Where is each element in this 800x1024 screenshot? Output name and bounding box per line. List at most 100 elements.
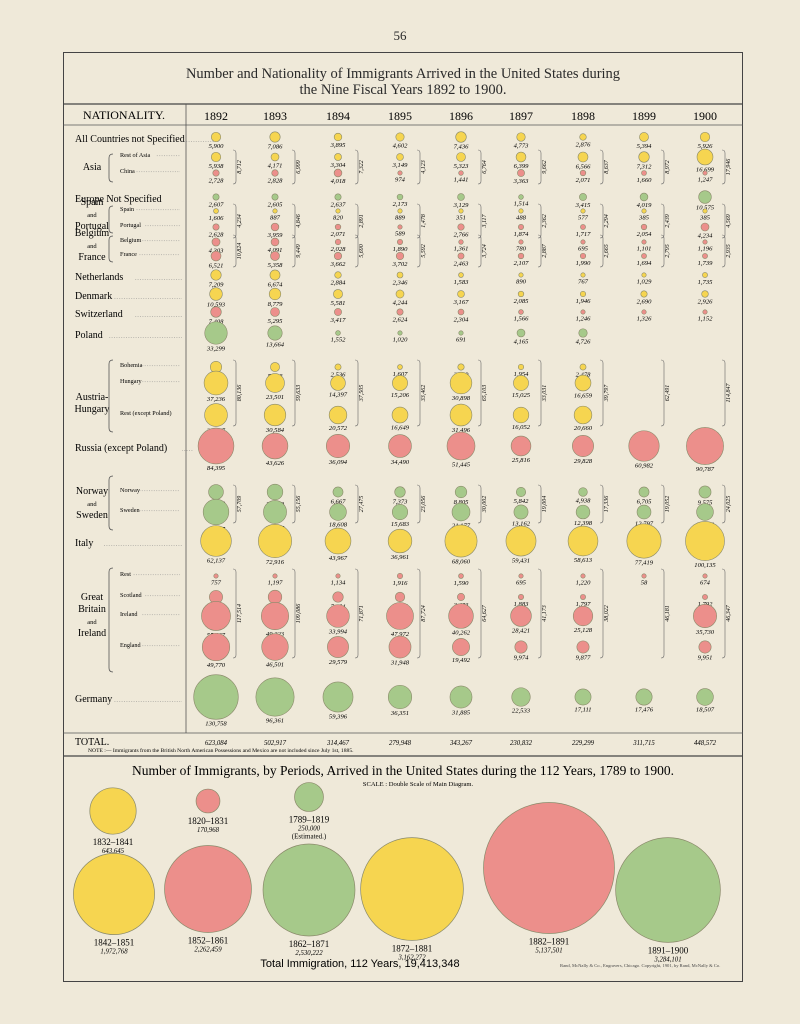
value-label: 18,608 — [329, 522, 348, 529]
period-bubble — [262, 843, 356, 937]
value-label: 1,739 — [698, 260, 714, 267]
group-total-brace — [537, 203, 542, 239]
period-value: 3,162,272 — [397, 954, 426, 961]
value-label: 58 — [641, 580, 648, 587]
value-label: 25,128 — [574, 627, 593, 634]
value-label: 7,209 — [209, 282, 225, 289]
value-label: 2,463 — [454, 260, 470, 267]
bubble — [579, 363, 587, 371]
bubble — [510, 605, 532, 627]
value-label: 23,501 — [266, 394, 284, 401]
year-header: 1899 — [632, 109, 656, 123]
bubble — [267, 589, 283, 605]
bubble — [641, 208, 647, 214]
value-label: 130,758 — [205, 721, 227, 728]
group-total: 3,117 — [482, 213, 488, 228]
group-total-brace — [416, 203, 421, 239]
bubble — [334, 153, 342, 161]
value-label: 29,579 — [329, 659, 348, 666]
value-label: 2,071 — [331, 231, 346, 238]
value-label: 8,779 — [268, 301, 284, 308]
group-brace — [108, 567, 114, 673]
value-label: 2,028 — [331, 246, 347, 253]
value-label: 84,395 — [207, 465, 226, 472]
bubble — [639, 192, 649, 202]
bubble — [455, 131, 467, 143]
bubble — [457, 193, 465, 201]
value-label: 2,624 — [393, 316, 409, 323]
group-total-brace — [291, 149, 296, 185]
bubble — [580, 594, 586, 600]
value-label: 5,581 — [331, 300, 346, 307]
group-label: Great — [81, 592, 103, 603]
bubble — [457, 593, 465, 601]
sublabel-france: France — [120, 251, 137, 258]
value-label: 51,445 — [452, 461, 471, 468]
period-bubble — [615, 837, 721, 943]
value-label: 674 — [700, 580, 711, 587]
value-label: 10,593 — [207, 302, 226, 309]
value-label: 9,877 — [576, 654, 592, 661]
group-total-brace — [477, 149, 482, 185]
group-total: 114,847 — [725, 382, 732, 402]
bubble — [263, 403, 287, 427]
value-label: 60,982 — [635, 463, 654, 470]
group-total: 2,887 — [542, 243, 548, 258]
value-label: 2,926 — [698, 299, 714, 306]
bubble — [510, 435, 532, 457]
bubble — [579, 290, 587, 298]
group-total-brace — [416, 149, 421, 185]
value-label: 16,699 — [696, 166, 715, 173]
bubble — [638, 486, 650, 498]
bubble — [395, 289, 405, 299]
bubble — [515, 151, 527, 163]
bubble — [208, 484, 224, 500]
value-label: 1,552 — [331, 337, 347, 344]
year-header: 1895 — [388, 109, 412, 123]
group-label: Ireland — [78, 628, 106, 639]
bubble — [702, 594, 708, 600]
bubble — [579, 193, 587, 201]
bubble — [579, 252, 587, 260]
year-header: 1892 — [204, 109, 228, 123]
bubble — [574, 688, 592, 706]
group-total: 5,592 — [421, 244, 427, 258]
bubble — [210, 131, 222, 143]
bubble — [396, 308, 404, 316]
value-label: 36,094 — [328, 459, 348, 466]
group-total-brace — [416, 484, 421, 524]
group-total: 19,052 — [665, 496, 671, 513]
value-label: 33,994 — [328, 629, 348, 636]
value-label: 1,220 — [576, 580, 592, 587]
value-label: 31,496 — [451, 427, 471, 434]
group-total: 8,972 — [665, 160, 671, 174]
value-label: 1,361 — [454, 246, 469, 253]
total-value: 229,299 — [572, 740, 595, 747]
value-label: 887 — [270, 215, 281, 222]
sublabel-bohemia: Bohemia — [120, 362, 143, 369]
bubble — [210, 151, 222, 163]
bubble — [702, 253, 708, 259]
value-label: 5,323 — [454, 163, 470, 170]
total-value: 623,084 — [205, 740, 228, 747]
period-value: 1,972,768 — [100, 949, 128, 956]
group-label: Portugal — [75, 221, 109, 232]
group-total-brace — [477, 359, 482, 427]
bubble — [210, 269, 222, 281]
group-total: 2,665 — [604, 244, 610, 258]
value-label: 46,501 — [266, 662, 284, 669]
total-value: 311,715 — [632, 740, 655, 747]
value-label: 1,797 — [576, 601, 592, 608]
bubble — [457, 290, 465, 298]
value-label: 4,171 — [268, 162, 283, 169]
group-total: 33,462 — [420, 385, 427, 403]
nationality-header: NATIONALITY. — [83, 108, 165, 122]
value-label: 2,828 — [268, 178, 284, 185]
value-label: 1,020 — [393, 337, 409, 344]
bubble — [444, 524, 478, 558]
row-label-netherlands: Netherlands — [75, 272, 123, 283]
group-total-brace — [416, 234, 421, 268]
value-label: 1,735 — [698, 279, 714, 286]
group-label: Norway — [76, 486, 108, 497]
value-label: 3,662 — [330, 261, 347, 268]
